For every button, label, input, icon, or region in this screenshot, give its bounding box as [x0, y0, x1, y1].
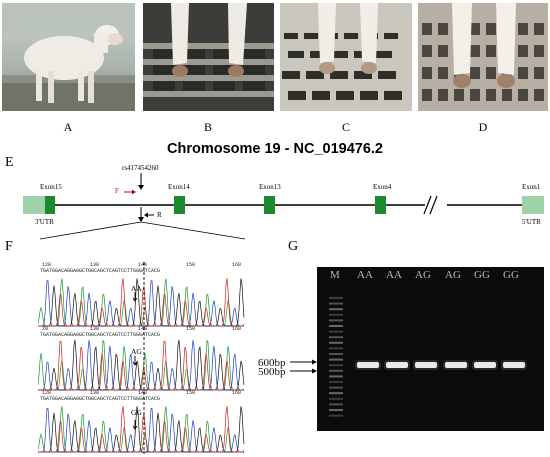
lane-label-gg-1: GG — [474, 269, 490, 281]
utr-5-box — [522, 196, 544, 214]
chromatogram-trace — [38, 278, 245, 327]
sample-band-glow — [472, 360, 498, 370]
chromosome-title: Chromosome 19 - NC_019476.2 — [167, 141, 383, 157]
sample-band — [445, 362, 467, 368]
ladder-band — [329, 319, 343, 322]
photo-d-hooves — [418, 3, 548, 111]
exon4-box — [375, 196, 386, 214]
band-label-600bp: 600bp — [258, 357, 286, 369]
ladder-band — [329, 375, 343, 378]
ladder-band — [329, 302, 343, 305]
sample-band-glow — [355, 360, 381, 370]
sample-band — [357, 362, 379, 368]
exon13-label: Exon13 — [259, 183, 281, 191]
lane-label-ag-2: AG — [445, 269, 461, 281]
sample-band — [503, 362, 525, 368]
gene-structure-diagram — [23, 173, 544, 240]
genotype-label-aa: AA — [131, 284, 142, 293]
exon13-box — [264, 196, 275, 214]
chromatogram-trace — [38, 340, 245, 391]
sample-band-glow — [413, 360, 439, 370]
ladder-band — [329, 308, 343, 311]
ladder-band — [329, 358, 343, 361]
photo-b-hooves — [143, 3, 274, 111]
snp-pointer-arrow — [132, 292, 138, 302]
ladder-band — [329, 369, 343, 372]
seq-bases-2: TGATGGACAGGAGGCTGGCAGCTCAGTCCTTGGGATCACG — [40, 332, 161, 338]
band-arrows — [290, 359, 317, 374]
gel-bands — [329, 297, 527, 417]
genotype-label-gg: GG — [131, 408, 142, 417]
chromatogram-panel: 120 130 140 150 160 TGATGGACAGGAGGCTGGCA… — [38, 262, 246, 454]
utr-3-label: 3'UTR — [35, 218, 54, 226]
primer-f-label: F — [115, 187, 119, 195]
ladder-band — [329, 353, 343, 355]
primer-r-label: R — [157, 211, 162, 219]
sample-band — [386, 362, 408, 368]
exon1-label: Exon1 — [522, 183, 541, 191]
lane-label-aa-1: AA — [357, 269, 373, 281]
photo-label-a: A — [63, 120, 73, 134]
seq-bases-3: TGATGGACAGGAGGCTGGCAGCTCAGTCCTTGGGATCACG — [40, 396, 161, 402]
seq-bases-1: TGATGGACAGGAGGCTGGCAGCTCAGTCCTTGGGATCACG — [40, 268, 161, 274]
snp-id-label: rs417454260 — [122, 164, 159, 172]
lane-label-gg-2: GG — [503, 269, 519, 281]
sample-band-glow — [443, 360, 469, 370]
ladder-band — [329, 330, 343, 333]
ladder-band — [329, 297, 343, 299]
chromatogram-trace — [38, 339, 244, 391]
gel-image — [317, 267, 544, 431]
ladder-band — [329, 325, 343, 327]
band-label-500bp: 500bp — [258, 366, 286, 378]
ladder-band — [329, 414, 343, 417]
lane-label-ag-1: AG — [415, 269, 431, 281]
lane-label-m: M — [330, 269, 340, 281]
lane-label-aa-2: AA — [386, 269, 402, 281]
utr-3-box — [23, 196, 45, 214]
photo-label-c: C — [341, 120, 350, 134]
ladder-band — [329, 347, 343, 350]
ladder-band — [329, 403, 343, 406]
ladder-band — [329, 409, 343, 411]
sample-band-glow — [384, 360, 410, 370]
photo-label-d: D — [478, 120, 488, 134]
chromatogram-trace — [38, 278, 245, 327]
sample-band-glow — [501, 360, 527, 370]
panel-letter-f: F — [5, 239, 13, 254]
ladder-band — [329, 397, 343, 400]
exon4-label: Exon4 — [373, 183, 392, 191]
photo-label-b: B — [203, 120, 212, 134]
ladder-band — [329, 336, 343, 339]
ladder-band — [329, 392, 343, 395]
snp-pointer-arrow — [132, 356, 138, 366]
chromatogram-traces — [38, 262, 245, 454]
sample-band — [474, 362, 496, 368]
genotype-label-ag: AG — [131, 347, 142, 356]
exon14-label: Exon14 — [168, 183, 190, 191]
ladder-band — [329, 364, 343, 367]
chromatogram-trace — [38, 406, 245, 453]
panel-letter-e: E — [5, 155, 14, 170]
chromatogram-trace — [38, 405, 245, 453]
photo-c-hooves — [280, 3, 412, 111]
ladder-band — [329, 386, 343, 389]
utr-5-label: 5'UTR — [522, 218, 541, 226]
exon15-box — [45, 196, 55, 214]
chromatogram-trace — [38, 339, 245, 391]
ladder-band — [329, 381, 343, 383]
sample-band — [415, 362, 437, 368]
exon14-box — [174, 196, 185, 214]
ladder-band — [329, 313, 343, 316]
ladder-band — [329, 341, 343, 344]
photo-a-sheep — [2, 3, 135, 111]
exon15-label: Exon15 — [40, 183, 62, 191]
snp-pointer-arrow — [132, 420, 138, 430]
panel-letter-g: G — [288, 239, 299, 254]
